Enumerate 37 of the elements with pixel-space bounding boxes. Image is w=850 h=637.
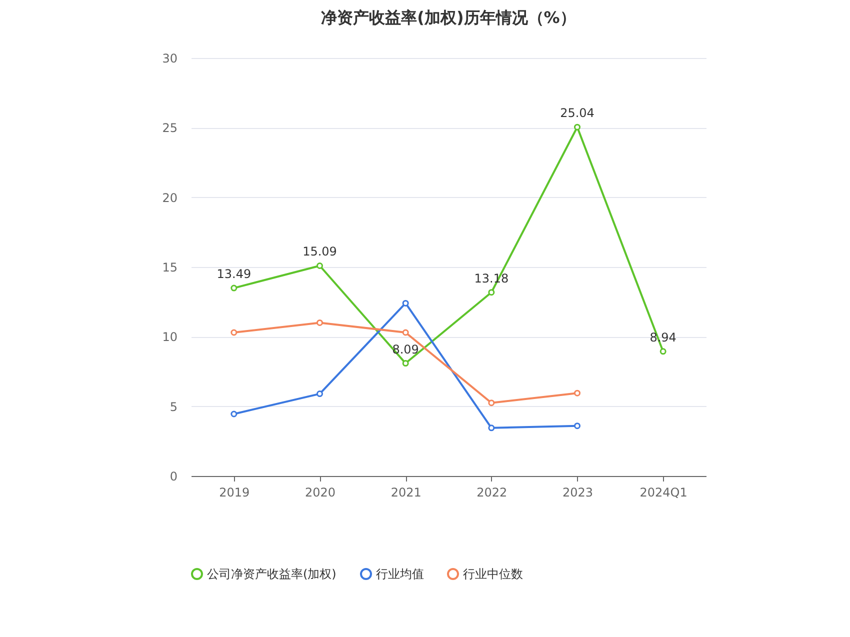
x-tick-label: 2019 <box>219 486 250 500</box>
point <box>660 348 666 355</box>
data-label: 8.09 <box>392 342 419 356</box>
y-tick-label: 5 <box>170 400 178 414</box>
point <box>230 284 238 292</box>
y-tick-label: 30 <box>162 52 178 66</box>
x-tick-label: 2021 <box>390 486 422 500</box>
data-label: 25.04 <box>560 106 594 120</box>
point <box>402 300 409 306</box>
point <box>402 329 409 336</box>
y-tick-label: 15 <box>162 260 178 274</box>
x-tick-label: 2020 <box>304 486 336 500</box>
point <box>574 124 580 130</box>
x-tick-label: 2023 <box>562 486 594 500</box>
point <box>488 400 495 406</box>
legend-label: 行业均值 <box>376 567 424 581</box>
y-tick-label: 20 <box>162 190 178 205</box>
point <box>316 390 323 398</box>
point <box>574 422 580 430</box>
data-label: 15.09 <box>302 244 337 259</box>
x-tick-label: 2022 <box>476 486 508 500</box>
point <box>488 289 495 296</box>
chart-title: 净资产收益率(加权)历年情况（%） <box>321 8 576 27</box>
point <box>316 319 323 326</box>
legend-label: 公司净资产收益率(加权) <box>207 567 336 581</box>
point <box>402 360 409 367</box>
x-tick-label: 2024Q1 <box>640 486 688 500</box>
y-tick-label: 25 <box>162 121 178 136</box>
legend-label: 行业中位数 <box>463 567 523 581</box>
y-tick-label: 10 <box>162 330 178 344</box>
point <box>488 424 495 432</box>
point <box>316 262 323 269</box>
y-tick-label: 0 <box>170 470 178 484</box>
point <box>574 390 580 396</box>
point <box>230 410 238 418</box>
data-label: 13.49 <box>216 267 252 282</box>
point <box>230 329 238 336</box>
